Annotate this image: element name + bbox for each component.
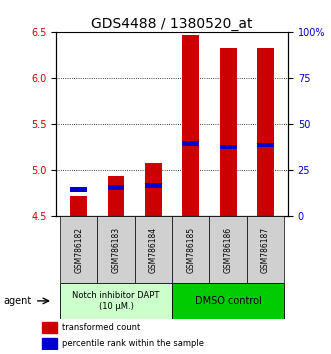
Bar: [210, 216, 247, 283]
Bar: [60, 283, 172, 319]
Text: GSM786182: GSM786182: [74, 227, 83, 273]
Text: GSM786187: GSM786187: [261, 227, 270, 273]
Text: GSM786185: GSM786185: [186, 227, 195, 273]
Bar: [42, 338, 57, 349]
Bar: [97, 216, 135, 283]
Bar: [70, 196, 87, 216]
Text: DMSO control: DMSO control: [195, 296, 261, 306]
Bar: [70, 187, 87, 192]
Title: GDS4488 / 1380520_at: GDS4488 / 1380520_at: [91, 17, 253, 31]
Bar: [220, 48, 237, 216]
Text: GSM786183: GSM786183: [112, 227, 120, 273]
Bar: [145, 183, 162, 188]
Text: percentile rank within the sample: percentile rank within the sample: [62, 339, 204, 348]
Text: GSM786186: GSM786186: [224, 227, 233, 273]
Bar: [60, 216, 97, 283]
Bar: [42, 322, 57, 333]
Bar: [257, 143, 274, 147]
Bar: [172, 283, 284, 319]
Bar: [172, 216, 210, 283]
Bar: [220, 145, 237, 149]
Bar: [145, 162, 162, 216]
Bar: [257, 48, 274, 216]
Text: Notch inhibitor DAPT
(10 μM.): Notch inhibitor DAPT (10 μM.): [72, 291, 160, 310]
Bar: [182, 35, 199, 216]
Bar: [108, 176, 124, 216]
Text: GSM786184: GSM786184: [149, 227, 158, 273]
Text: agent: agent: [3, 296, 31, 306]
Bar: [182, 141, 199, 145]
Bar: [108, 185, 124, 190]
Text: transformed count: transformed count: [62, 323, 140, 332]
Bar: [247, 216, 284, 283]
Bar: [135, 216, 172, 283]
